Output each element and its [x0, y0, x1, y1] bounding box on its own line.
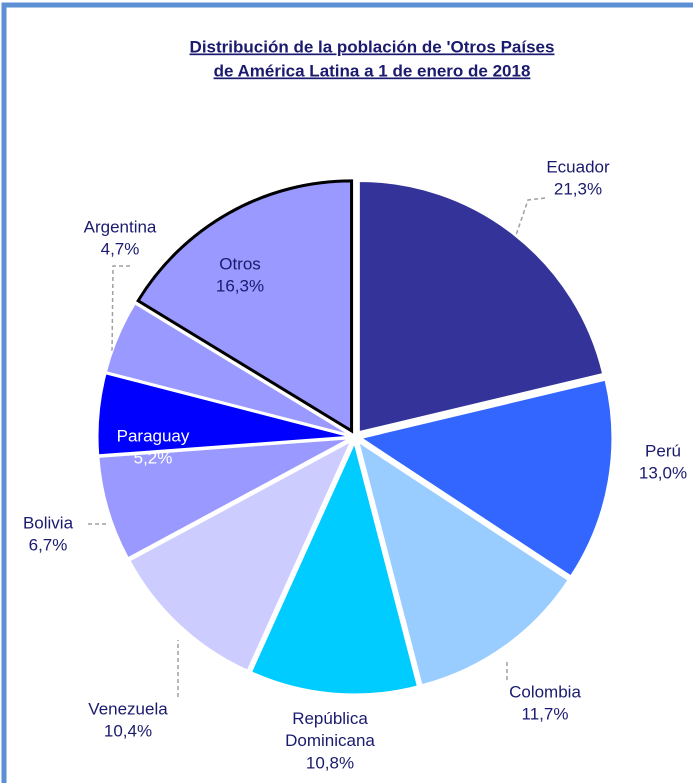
pie-slice: [250, 442, 418, 695]
value-label: 6,7%: [29, 535, 68, 554]
pie-slice: [360, 379, 613, 577]
leader-lines: [88, 197, 546, 697]
value-label: 5,2%: [134, 448, 173, 467]
leader-line: [514, 197, 546, 239]
value-label: 16,3%: [216, 276, 264, 295]
leader-line: [111, 265, 130, 356]
slice-label: Otros: [219, 254, 261, 273]
slice-label: Argentina: [84, 217, 157, 236]
slice-label: Ecuador: [546, 157, 610, 176]
slice-label: Paraguay: [117, 426, 190, 445]
pie-slice: [136, 179, 354, 434]
chart-title: Distribución de la población de 'Otros P…: [190, 37, 555, 56]
pie-slice: [97, 373, 349, 456]
slice-label: Perú: [645, 441, 681, 460]
value-label: 10,8%: [306, 753, 354, 772]
chart-title: de América Latina a 1 de enero de 2018: [214, 61, 531, 80]
pie-slice: [358, 181, 604, 433]
pie-slice: [358, 441, 569, 686]
slice-label: Venezuela: [88, 699, 168, 718]
value-label: 10,4%: [104, 721, 152, 740]
pie-slice: [129, 440, 352, 671]
slice-label: Colombia: [509, 682, 581, 701]
value-label: 4,7%: [101, 239, 140, 258]
pie-slice: [98, 438, 349, 559]
pie-slice: [105, 303, 349, 435]
value-label: 21,3%: [554, 179, 602, 198]
value-label: 13,0%: [639, 463, 687, 482]
slice-label: Bolivia: [23, 513, 74, 532]
value-label: 11,7%: [522, 704, 569, 723]
slice-label: República Dominicana: [285, 709, 375, 750]
